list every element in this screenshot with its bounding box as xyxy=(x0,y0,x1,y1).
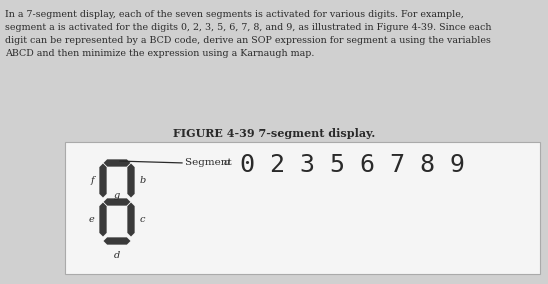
Text: g: g xyxy=(114,191,120,201)
Text: digit can be represented by a BCD code, derive an SOP expression for segment a u: digit can be represented by a BCD code, … xyxy=(5,36,491,45)
Polygon shape xyxy=(127,202,135,237)
Text: Segment: Segment xyxy=(185,158,235,167)
Text: a: a xyxy=(224,158,230,167)
Text: f: f xyxy=(90,176,94,185)
Text: In a 7-segment display, each of the seven segments is activated for various digi: In a 7-segment display, each of the seve… xyxy=(5,10,464,19)
Text: ABCD and then minimize the expression using a Karnaugh map.: ABCD and then minimize the expression us… xyxy=(5,49,315,58)
Polygon shape xyxy=(127,163,135,198)
Text: segment a is activated for the digits 0, 2, 3, 5, 6, 7, 8, and 9, as illustrated: segment a is activated for the digits 0,… xyxy=(5,23,492,32)
Text: FIGURE 4-39 7-segment display.: FIGURE 4-39 7-segment display. xyxy=(173,128,375,139)
Text: 0 2 3 5 6 7 8 9: 0 2 3 5 6 7 8 9 xyxy=(240,153,465,177)
Polygon shape xyxy=(103,237,131,245)
Polygon shape xyxy=(103,159,131,167)
Text: c: c xyxy=(140,215,146,224)
Polygon shape xyxy=(103,198,131,206)
Text: e: e xyxy=(88,215,94,224)
Text: d: d xyxy=(114,251,120,260)
Text: b: b xyxy=(140,176,146,185)
Bar xyxy=(65,142,540,274)
Polygon shape xyxy=(99,202,107,237)
Polygon shape xyxy=(99,163,107,198)
